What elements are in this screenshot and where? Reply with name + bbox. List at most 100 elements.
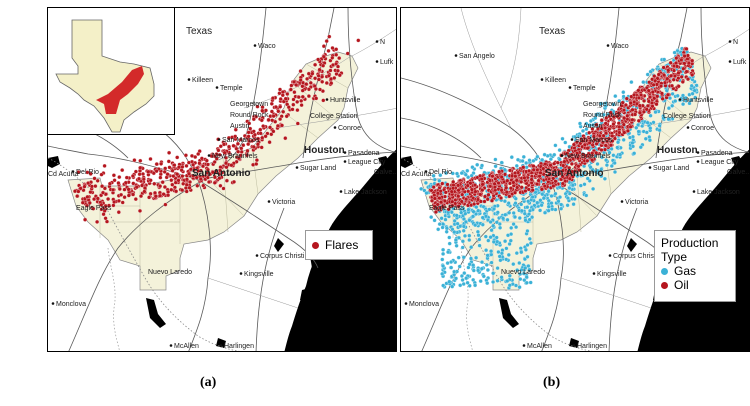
data-point (313, 62, 318, 67)
data-point (499, 275, 504, 280)
data-point (531, 158, 536, 163)
data-point (463, 211, 468, 216)
data-point (587, 130, 592, 135)
data-point (112, 178, 117, 183)
data-point (252, 132, 257, 137)
data-point (102, 163, 107, 168)
data-point (496, 180, 501, 186)
data-point (446, 250, 451, 255)
data-point (613, 94, 618, 99)
city-marker (207, 154, 211, 157)
data-point (604, 115, 609, 120)
city-marker (375, 60, 379, 63)
data-point (429, 215, 434, 220)
data-point (72, 189, 78, 194)
data-point (549, 201, 554, 206)
data-point (310, 71, 315, 76)
data-point (117, 175, 122, 180)
data-point (80, 200, 85, 205)
data-point (133, 197, 138, 202)
data-point (85, 194, 90, 199)
data-point (187, 179, 193, 185)
data-point (462, 233, 468, 238)
data-point (224, 178, 229, 183)
data-point (320, 79, 325, 84)
city-marker (71, 170, 75, 173)
data-point (684, 69, 689, 74)
city-marker (51, 302, 55, 305)
data-point (609, 163, 614, 169)
data-point (594, 150, 599, 155)
data-point (666, 68, 671, 73)
data-point (131, 192, 136, 197)
data-point (488, 235, 493, 240)
data-point (117, 186, 122, 192)
data-point (254, 161, 259, 167)
data-point (582, 182, 587, 187)
data-point (162, 184, 167, 190)
data-point (184, 189, 189, 194)
data-point (464, 276, 469, 281)
data-point (470, 165, 475, 170)
data-point (246, 142, 251, 147)
data-point (91, 206, 96, 211)
data-point (431, 185, 436, 190)
data-point (655, 94, 660, 99)
city-marker (253, 44, 257, 47)
data-point (595, 168, 600, 173)
map-label-mcallen: McAllen (527, 343, 552, 350)
data-point (78, 186, 83, 191)
data-point (591, 134, 596, 139)
map-label-kingsville: Kingsville (597, 271, 627, 278)
data-point (139, 183, 145, 188)
data-point (660, 96, 665, 101)
data-point (605, 139, 610, 144)
data-point (621, 90, 626, 95)
data-point (106, 196, 111, 202)
city-marker (215, 86, 219, 89)
data-point (538, 170, 543, 175)
data-point (584, 121, 589, 126)
map-label-killeen: Killeen (545, 77, 566, 84)
data-point (152, 190, 158, 195)
data-point (126, 187, 131, 192)
map-label-harlingen: Harlingen (224, 343, 254, 350)
data-point (599, 147, 604, 153)
data-point (467, 262, 472, 267)
data-point (456, 183, 461, 188)
data-point (432, 177, 437, 182)
data-point (528, 241, 533, 246)
data-point (546, 208, 551, 213)
data-point (590, 151, 595, 156)
map-label-austin: Austin (583, 123, 603, 130)
data-point (251, 144, 256, 149)
data-point (553, 143, 558, 148)
data-point (543, 169, 549, 174)
data-point (435, 191, 440, 196)
data-point (278, 104, 283, 109)
data-point (283, 96, 288, 101)
data-point (180, 174, 185, 179)
data-point (295, 99, 300, 104)
data-point (636, 88, 641, 93)
city-marker (648, 166, 652, 169)
map-label-huntsville: Huntsville (330, 97, 360, 104)
data-point (259, 118, 264, 123)
data-point (667, 96, 673, 101)
data-point (514, 225, 519, 230)
data-point (479, 260, 485, 265)
data-point (482, 194, 488, 199)
data-point (285, 91, 290, 97)
data-point (76, 189, 81, 194)
data-point (530, 215, 535, 220)
data-point (453, 201, 458, 206)
data-point (461, 224, 466, 229)
data-point (99, 172, 104, 177)
data-point (223, 161, 229, 166)
data-point (212, 159, 217, 165)
data-point (499, 175, 504, 180)
data-point (76, 170, 81, 175)
data-point (684, 46, 689, 51)
data-point (662, 80, 667, 85)
data-point (576, 164, 581, 169)
